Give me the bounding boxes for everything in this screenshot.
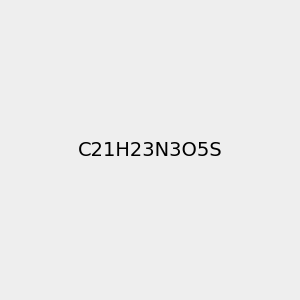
Text: C21H23N3O5S: C21H23N3O5S: [78, 140, 222, 160]
